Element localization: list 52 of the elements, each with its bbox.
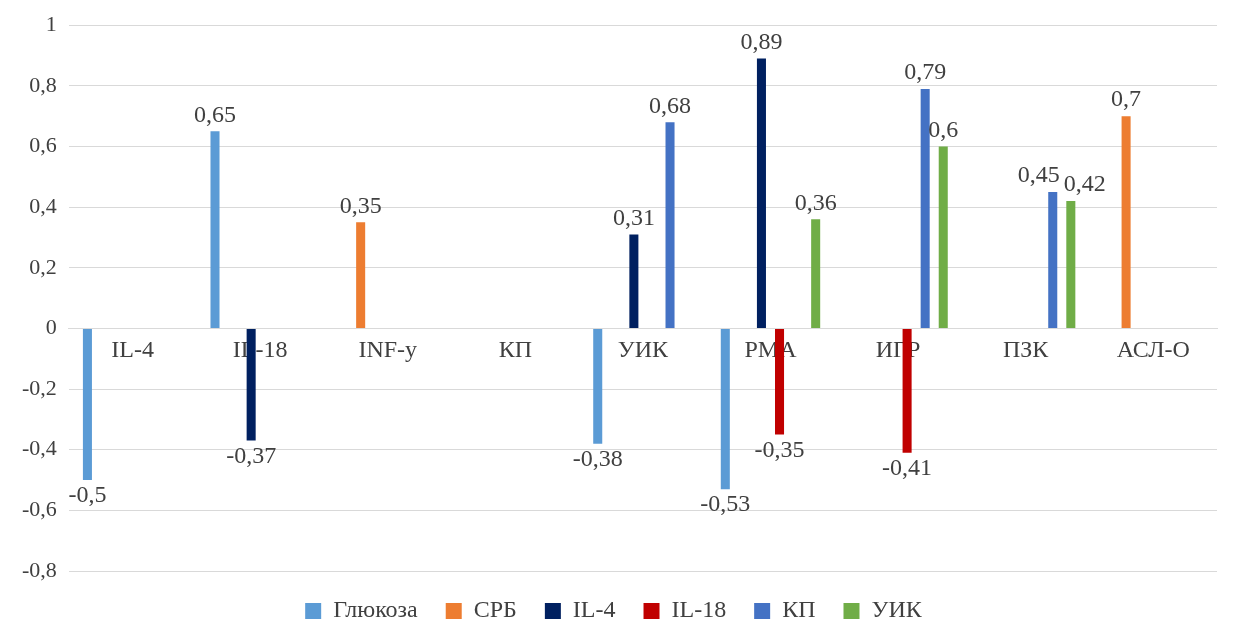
legend-label: IL-18 bbox=[671, 596, 727, 623]
data-label: 0,36 bbox=[794, 188, 837, 215]
bar bbox=[593, 328, 603, 444]
y-tick-label: -0,6 bbox=[22, 496, 57, 522]
data-label: 0,45 bbox=[1017, 161, 1060, 188]
y-tick-label: 0,8 bbox=[29, 71, 57, 97]
data-label: 0,31 bbox=[612, 203, 655, 230]
legend-label: СРБ bbox=[473, 596, 517, 623]
x-tick-label: УИК bbox=[617, 336, 670, 363]
bar bbox=[1048, 191, 1058, 328]
y-tick-label: 0 bbox=[45, 314, 57, 340]
data-label: 0,79 bbox=[904, 58, 947, 85]
bar bbox=[811, 219, 821, 328]
x-tick-label: АСЛ-О bbox=[1116, 336, 1190, 363]
x-tick-label: КП bbox=[498, 336, 533, 363]
y-tick-label: 0,6 bbox=[29, 132, 57, 158]
bar bbox=[720, 328, 730, 490]
data-label: -0,53 bbox=[700, 490, 751, 517]
x-tick-label: ПЗК bbox=[1002, 336, 1050, 363]
y-tick-label: -0,2 bbox=[22, 374, 57, 400]
data-label: 0,65 bbox=[194, 100, 237, 127]
y-tick-label: 0,4 bbox=[29, 192, 57, 218]
data-label: -0,41 bbox=[882, 454, 933, 481]
data-label: 0,42 bbox=[1063, 170, 1106, 197]
y-tick-label: 1 bbox=[45, 10, 57, 36]
legend-label: Глюкоза bbox=[333, 596, 419, 623]
data-label: 0,7 bbox=[1111, 85, 1142, 112]
y-tick-label: -0,4 bbox=[22, 435, 57, 461]
data-label: 0,68 bbox=[649, 91, 692, 118]
bar bbox=[210, 131, 220, 328]
legend-label: УИК bbox=[871, 596, 923, 623]
data-label: -0,37 bbox=[226, 441, 277, 468]
bar bbox=[629, 234, 639, 328]
bar bbox=[665, 122, 675, 328]
bar bbox=[82, 328, 92, 481]
legend-label: КП bbox=[782, 596, 816, 623]
data-label: -0,5 bbox=[68, 481, 107, 508]
bar bbox=[756, 58, 766, 328]
bar bbox=[1121, 116, 1131, 328]
x-tick-label: IL-4 bbox=[111, 336, 154, 363]
bar bbox=[920, 88, 930, 328]
data-label: -0,38 bbox=[572, 444, 623, 471]
y-tick-label: 0,2 bbox=[29, 253, 57, 279]
bar bbox=[356, 222, 366, 328]
data-label: 0,89 bbox=[740, 27, 783, 54]
bar bbox=[1066, 201, 1076, 328]
data-label: 0,35 bbox=[339, 191, 382, 218]
y-tick-label: -0,8 bbox=[22, 556, 57, 582]
data-label: -0,35 bbox=[754, 435, 805, 462]
x-tick-label: INF-y bbox=[358, 336, 418, 363]
legend-label: IL-4 bbox=[572, 596, 616, 623]
bar bbox=[938, 146, 948, 328]
